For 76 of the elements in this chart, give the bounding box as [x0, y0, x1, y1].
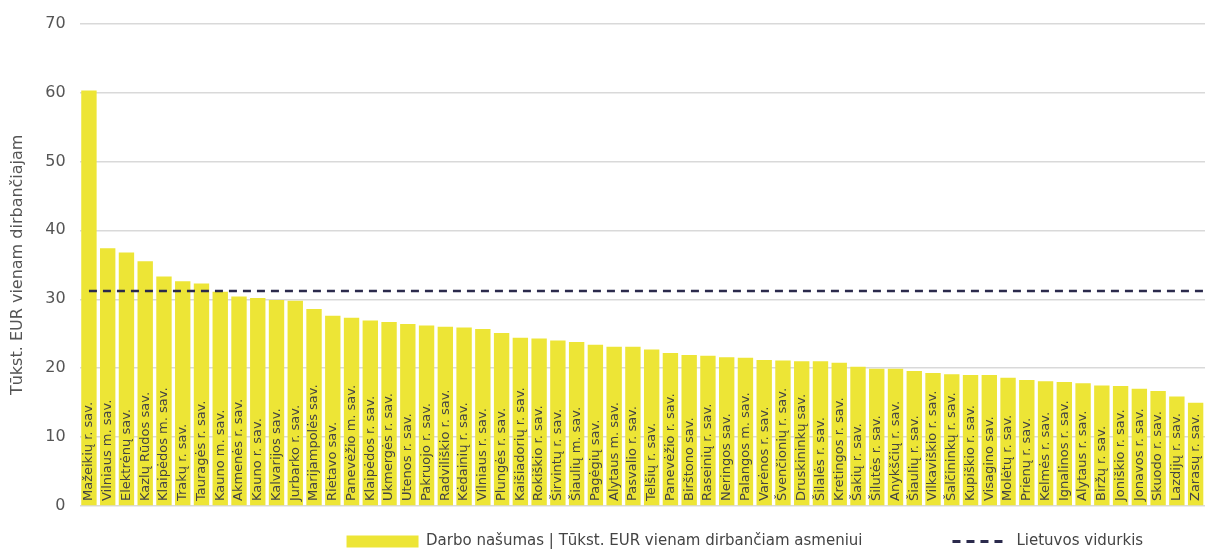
x-tick-label: Kauno m. sav.: [211, 409, 227, 501]
x-tick-label: Elektrėnų sav.: [117, 409, 133, 501]
x-tick-label: Šilalės r. sav.: [811, 417, 827, 501]
x-tick-label: Plungės r. sav.: [492, 407, 508, 501]
x-tick-label: Radviliškio r. sav.: [436, 389, 452, 501]
x-tick-label: Širvintų r. sav.: [549, 408, 565, 501]
legend-label: Darbo našumas | Tūkst. EUR vienam dirbančiam asmeniui: [426, 531, 863, 550]
x-tick-label: Pasvalio r. sav.: [624, 406, 640, 501]
x-tick-label: Šalčininkų r. sav.: [943, 392, 959, 501]
x-tick-label: Ignalinos r. sav.: [1055, 400, 1071, 501]
x-tick-label: Jonavos r. sav.: [1130, 408, 1146, 502]
x-tick-label: Molėtų r. sav.: [999, 414, 1015, 501]
legend-label: Lietuvos vidurkis: [1016, 531, 1144, 550]
x-tick-label: Klaipėdos m. sav.: [155, 387, 171, 501]
x-tick-label: Šakių r. sav.: [849, 423, 865, 501]
bar: [231, 296, 247, 506]
x-tick-label: Vilkaviškio r. sav.: [924, 390, 940, 501]
bar: [156, 276, 172, 506]
x-tick-label: Vilniaus r. sav.: [474, 408, 490, 501]
x-tick-label: Kaišiadorių r. sav.: [511, 387, 527, 501]
x-tick-label: Alytaus r. sav.: [1074, 410, 1090, 501]
x-tick-label: Palangos m. sav.: [736, 392, 752, 501]
x-tick-label: Šiaulių m. sav.: [568, 406, 583, 501]
y-tick-label: 20: [45, 357, 66, 377]
x-tick-label: Varėnos r. sav.: [755, 406, 771, 501]
x-tick-label: Kazlų Rūdos sav.: [136, 391, 152, 501]
x-tick-label: Kupiškio r. sav.: [961, 405, 977, 501]
x-tick-label: Klaipėdos r. sav.: [361, 395, 377, 501]
x-tick-label: Akmenės r. sav.: [230, 398, 246, 501]
x-tick-label: Rietavo sav.: [324, 421, 340, 501]
x-tick-label: Druskininkų sav.: [793, 393, 809, 501]
y-tick-label: 50: [45, 150, 66, 170]
x-tick-label: Kėdainių r. sav.: [455, 402, 471, 501]
x-tick-label: Birštono sav.: [680, 417, 696, 501]
x-tick-label: Panevėžio m. sav.: [342, 384, 358, 501]
x-tick-label: Anykščių r. sav.: [886, 400, 902, 501]
x-tick-label: Neringos sav.: [718, 413, 734, 501]
y-tick-label: 30: [45, 288, 66, 308]
x-tick-label: Švenčionių r. sav.: [774, 387, 790, 501]
x-tick-label: Vilniaus m. sav.: [99, 399, 115, 501]
x-tick-label: Lazdijų r. sav.: [1168, 413, 1184, 501]
x-tick-label: Kretingos r. sav.: [830, 397, 846, 501]
x-tick-label: Skuodo r. sav.: [1149, 411, 1165, 501]
x-tick-label: Pakruojo r. sav.: [417, 403, 433, 501]
y-tick-label: 40: [45, 219, 66, 239]
y-tick-label: 70: [45, 12, 66, 32]
x-tick-label: Visagino sav.: [980, 416, 996, 501]
x-tick-label: Zarasų r. sav.: [1187, 413, 1202, 501]
x-tick-label: Prienų r. sav.: [1018, 417, 1034, 501]
x-tick-label: Pagėgių sav.: [586, 419, 602, 501]
x-tick-label: Kalvarijos sav.: [267, 408, 283, 501]
x-tick-label: Utenos r. sav.: [399, 413, 415, 501]
x-tick-label: Šilutės r. sav.: [868, 415, 884, 501]
bar: [475, 328, 491, 506]
y-tick-label: 60: [45, 81, 66, 101]
x-tick-label: Mažeikių r. sav.: [80, 401, 96, 501]
x-tick-label: Kauno r. sav.: [249, 418, 265, 501]
x-tick-label: Kelmės r. sav.: [1036, 411, 1052, 501]
y-tick-label: 0: [55, 495, 66, 515]
x-tick-label: Rokiškio r. sav.: [530, 405, 546, 501]
x-tick-label: Joniškio r. sav.: [1111, 409, 1127, 502]
x-tick-label: Ukmergės r. sav.: [380, 393, 396, 501]
bar: [81, 90, 97, 506]
x-tick-label: Jurbarko r. sav.: [286, 404, 302, 502]
bar: [400, 324, 416, 506]
x-tick-label: Biržų r. sav.: [1093, 425, 1109, 501]
x-tick-label: Trakų r. sav.: [174, 423, 190, 502]
x-tick-label: Tauragės r. sav.: [192, 400, 208, 502]
x-tick-label: Telšių r. sav.: [643, 422, 659, 502]
x-tick-label: Panevėžio r. sav.: [661, 393, 677, 501]
x-tick-label: Alytaus m. sav.: [605, 402, 621, 501]
x-tick-label: Raseinių r. sav.: [699, 403, 715, 501]
y-axis-title: Tūkst. EUR vienam dirbančiajam: [6, 134, 26, 397]
y-tick-label: 10: [45, 426, 66, 446]
x-tick-label: Šiaulių r. sav.: [905, 415, 921, 501]
x-tick-label: Marijampolės sav.: [305, 384, 321, 501]
